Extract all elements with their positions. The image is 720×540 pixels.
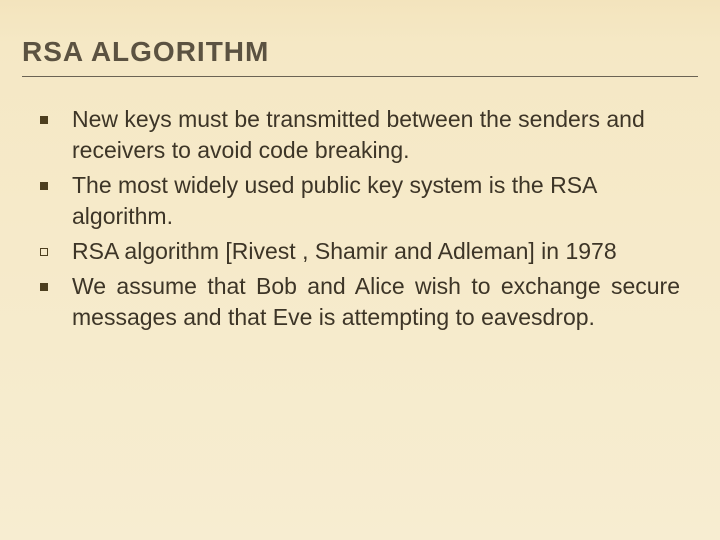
list-item: We assume that Bob and Alice wish to exc…: [40, 271, 680, 333]
list-item: The most widely used public key system i…: [40, 170, 680, 232]
open-square-bullet-icon: [40, 236, 72, 267]
square-bullet-icon: [40, 170, 72, 201]
slide-title: RSA ALGORITHM: [22, 36, 269, 68]
list-item-text: We assume that Bob and Alice wish to exc…: [72, 271, 680, 333]
title-underline: [22, 76, 698, 77]
slide: RSA ALGORITHM New keys must be transmitt…: [0, 0, 720, 540]
square-bullet-icon: [40, 271, 72, 302]
list-item-text: The most widely used public key system i…: [72, 170, 680, 232]
list-item: New keys must be transmitted between the…: [40, 104, 680, 166]
list-item: RSA algorithm [Rivest , Shamir and Adlem…: [40, 236, 680, 267]
square-bullet-icon: [40, 104, 72, 135]
list-item-text: RSA algorithm [Rivest , Shamir and Adlem…: [72, 236, 680, 267]
bullet-list: New keys must be transmitted between the…: [40, 104, 680, 337]
list-item-text: New keys must be transmitted between the…: [72, 104, 680, 166]
